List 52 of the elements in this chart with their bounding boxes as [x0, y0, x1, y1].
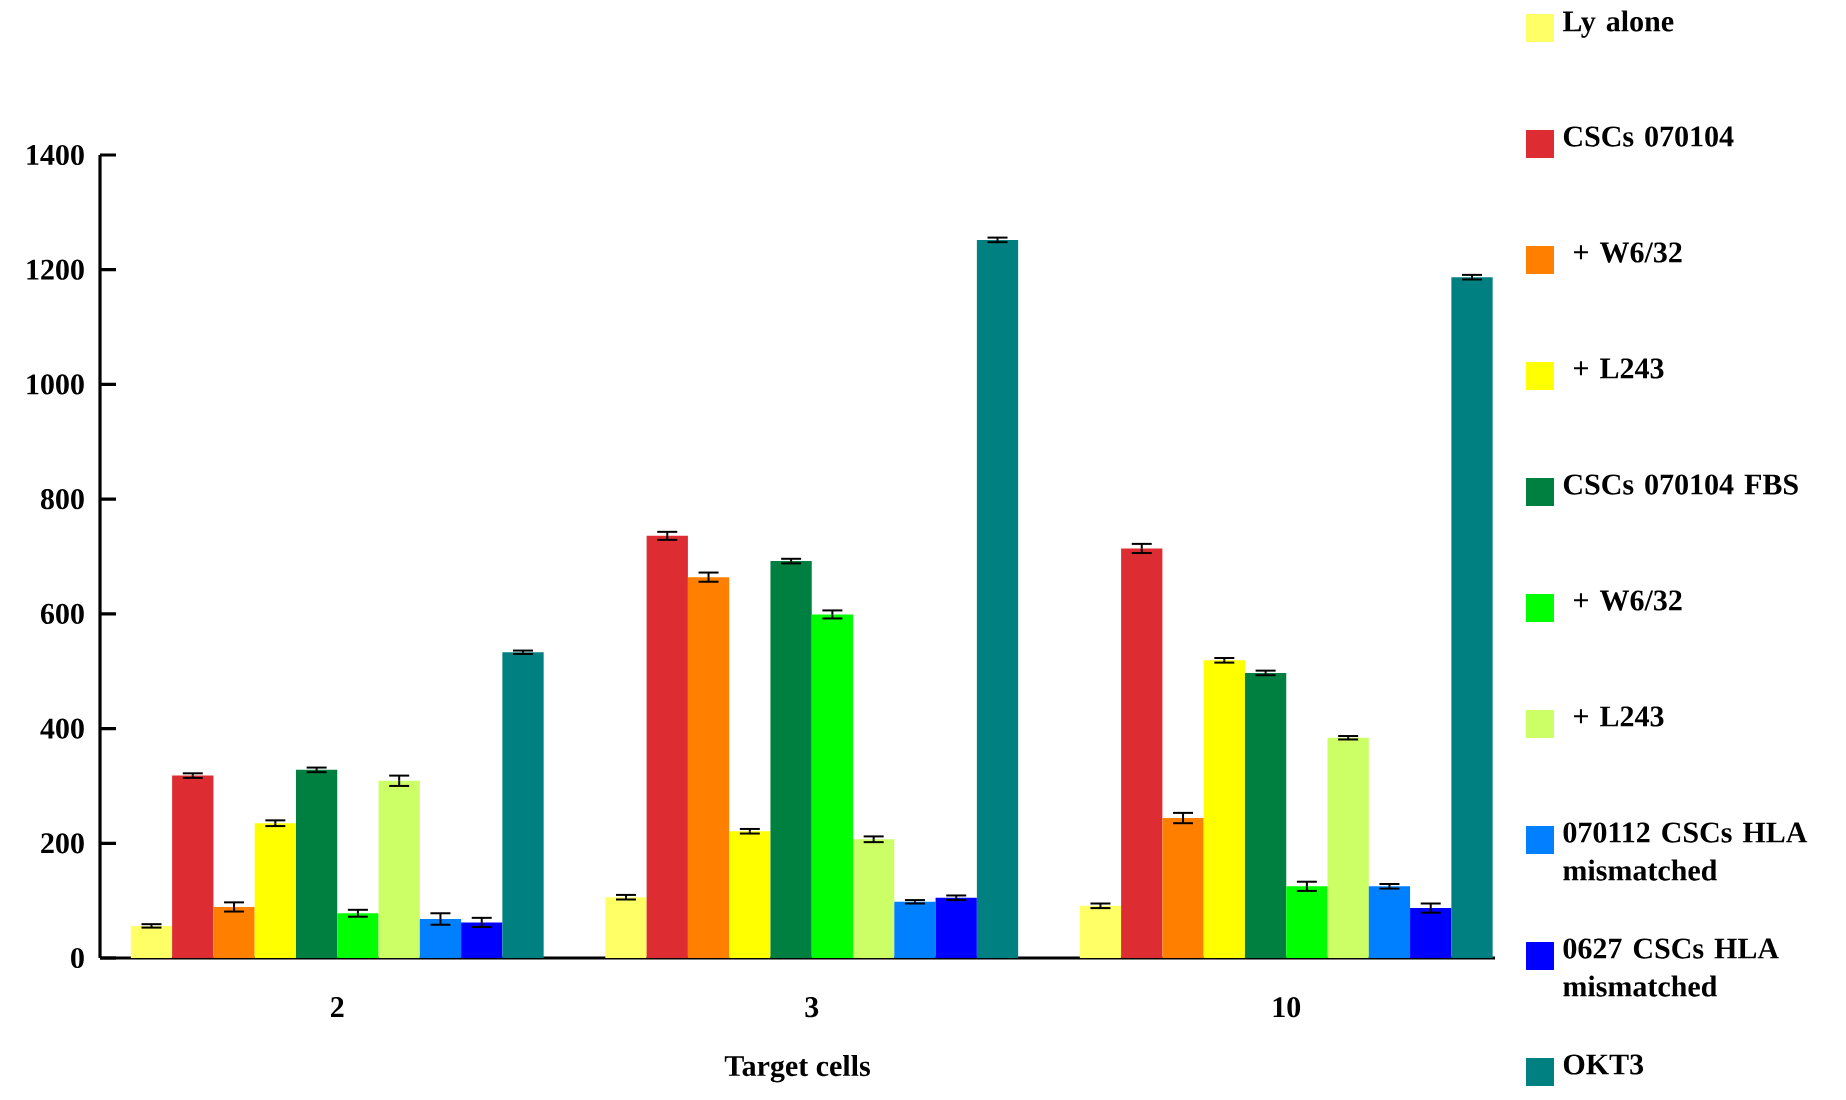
legend-label: OKT3: [1563, 1054, 1644, 1075]
bar: [811, 614, 854, 958]
y-tick-label: 800: [40, 489, 84, 510]
bar: [853, 839, 895, 958]
bar: [1203, 660, 1245, 958]
bar: [502, 652, 544, 958]
bar: [935, 897, 977, 958]
x-tick-label: 10: [1273, 997, 1301, 1018]
legend-label: 0627 CSCs HLA mismatched: [1563, 938, 1779, 997]
y-tick-label: 0: [71, 947, 84, 969]
legend-label: CSCs 070104 FBS: [1563, 474, 1798, 495]
bar: [378, 780, 420, 958]
legend-label: 070112 CSCs HLA mismatched: [1563, 822, 1808, 881]
bar: [646, 535, 688, 958]
x-tick-label: 2: [331, 997, 344, 1017]
bar: [130, 925, 173, 958]
bar: [687, 577, 730, 958]
y-tick-label: 1000: [27, 374, 84, 395]
x-tick-label: 3: [805, 997, 819, 1018]
bar: [1079, 905, 1122, 958]
bar: [1121, 548, 1163, 958]
bar: [770, 561, 812, 958]
x-axis-title: Target cells: [724, 1055, 870, 1083]
legend-label: + L243: [1573, 358, 1664, 379]
y-tick-label: 1200: [27, 259, 84, 280]
y-tick-label: 600: [40, 603, 84, 624]
legend-label: + L243: [1573, 706, 1664, 727]
bar: [1244, 672, 1287, 958]
legend-label: Ly alone: [1562, 10, 1674, 38]
legend-label: CSCs 070104: [1563, 126, 1734, 147]
bar: [172, 775, 214, 958]
bar: [295, 769, 338, 958]
legend-label: + W6/32: [1573, 242, 1682, 263]
bar: [976, 239, 1019, 958]
bar: [1368, 886, 1411, 958]
bar: [729, 831, 771, 958]
bar: [894, 901, 936, 958]
y-tick-label: 1400: [27, 144, 84, 166]
bar: [1410, 908, 1452, 958]
bar: [605, 897, 647, 958]
bar: [1327, 737, 1369, 958]
bar: [254, 823, 296, 958]
y-tick-label: 200: [41, 833, 84, 854]
legend-label: + W6/32: [1573, 590, 1682, 611]
bar: [1162, 818, 1204, 958]
y-tick-label: 400: [40, 718, 84, 739]
bar: [419, 919, 462, 958]
bar: [1286, 886, 1328, 958]
bar: [337, 913, 379, 958]
bar: [461, 922, 503, 958]
bar: [1451, 277, 1493, 958]
bar: [213, 906, 255, 958]
